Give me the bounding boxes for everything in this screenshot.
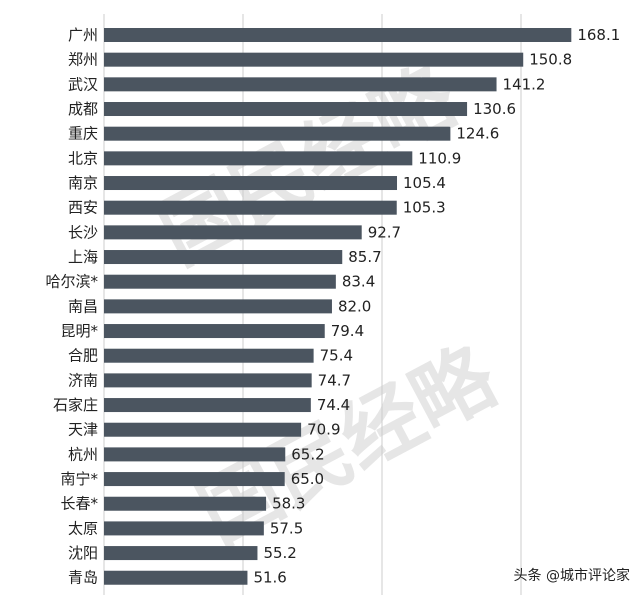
category-label: 沈阳 <box>68 544 98 562</box>
category-label: 重庆 <box>68 125 98 143</box>
value-label: 168.1 <box>577 26 620 44</box>
category-label: 杭州 <box>68 445 98 463</box>
value-label: 57.5 <box>270 519 303 537</box>
value-label: 105.3 <box>403 199 446 217</box>
value-label: 74.4 <box>317 396 350 414</box>
bar <box>104 546 258 561</box>
category-label: 武汉 <box>68 75 98 93</box>
labels: 广州 168.1 郑州 150.8 武汉 141.2 成都 130.6 重庆 124.6 北京 110… <box>45 26 620 587</box>
value-label: 105.4 <box>403 174 446 192</box>
category-label: 成都 <box>68 100 98 118</box>
category-label: 合肥 <box>68 347 98 365</box>
bar <box>104 299 332 314</box>
value-label: 92.7 <box>368 223 401 241</box>
bar <box>104 102 468 117</box>
category-label: 昆明* <box>60 322 98 340</box>
bar <box>104 422 302 437</box>
bar <box>104 151 413 166</box>
bar <box>104 472 285 487</box>
footer-credit: 头条 @城市评论家 <box>513 568 630 584</box>
value-label: 51.6 <box>253 569 286 587</box>
value-label: 141.2 <box>503 75 546 93</box>
value-label: 130.6 <box>473 100 516 118</box>
bar <box>104 521 264 536</box>
bar <box>104 52 524 67</box>
value-label: 82.0 <box>338 297 371 315</box>
value-label: 74.7 <box>318 371 351 389</box>
bar <box>104 447 286 462</box>
bar <box>104 398 311 413</box>
category-label: 青岛 <box>68 569 98 587</box>
bar <box>104 570 248 585</box>
value-label: 75.4 <box>320 347 353 365</box>
category-label: 郑州 <box>68 51 98 69</box>
category-label: 哈尔滨* <box>45 273 98 291</box>
bar <box>104 373 312 388</box>
category-label: 石家庄 <box>53 396 98 414</box>
bar <box>104 250 343 265</box>
category-label: 西安 <box>68 199 98 217</box>
category-label: 北京 <box>68 149 98 167</box>
category-label: 南昌 <box>68 297 98 315</box>
value-label: 85.7 <box>348 248 381 266</box>
bar <box>104 324 325 339</box>
value-label: 55.2 <box>263 544 296 562</box>
bars <box>104 28 572 585</box>
value-label: 150.8 <box>529 51 572 69</box>
bar <box>104 28 572 42</box>
value-label: 65.2 <box>291 445 324 463</box>
category-label: 太原 <box>68 519 98 537</box>
value-label: 79.4 <box>331 322 364 340</box>
bar <box>104 496 267 511</box>
category-label: 天津 <box>68 421 98 439</box>
value-label: 70.9 <box>307 421 340 439</box>
value-label: 65.0 <box>291 470 324 488</box>
category-label: 济南 <box>68 371 98 389</box>
bar <box>104 77 497 92</box>
bar <box>104 176 398 191</box>
value-label: 110.9 <box>418 149 461 167</box>
category-label: 上海 <box>68 248 98 266</box>
bar <box>104 274 336 289</box>
value-label: 124.6 <box>456 125 499 143</box>
category-label: 南宁* <box>60 470 98 488</box>
category-label: 广州 <box>68 26 98 44</box>
bar <box>104 348 314 363</box>
bar <box>104 200 397 215</box>
category-label: 南京 <box>68 174 98 192</box>
category-label: 长春* <box>60 495 98 513</box>
bar <box>104 126 451 141</box>
category-label: 长沙 <box>68 223 98 241</box>
value-label: 83.4 <box>342 273 375 291</box>
value-label: 58.3 <box>272 495 305 513</box>
bar <box>104 225 362 240</box>
